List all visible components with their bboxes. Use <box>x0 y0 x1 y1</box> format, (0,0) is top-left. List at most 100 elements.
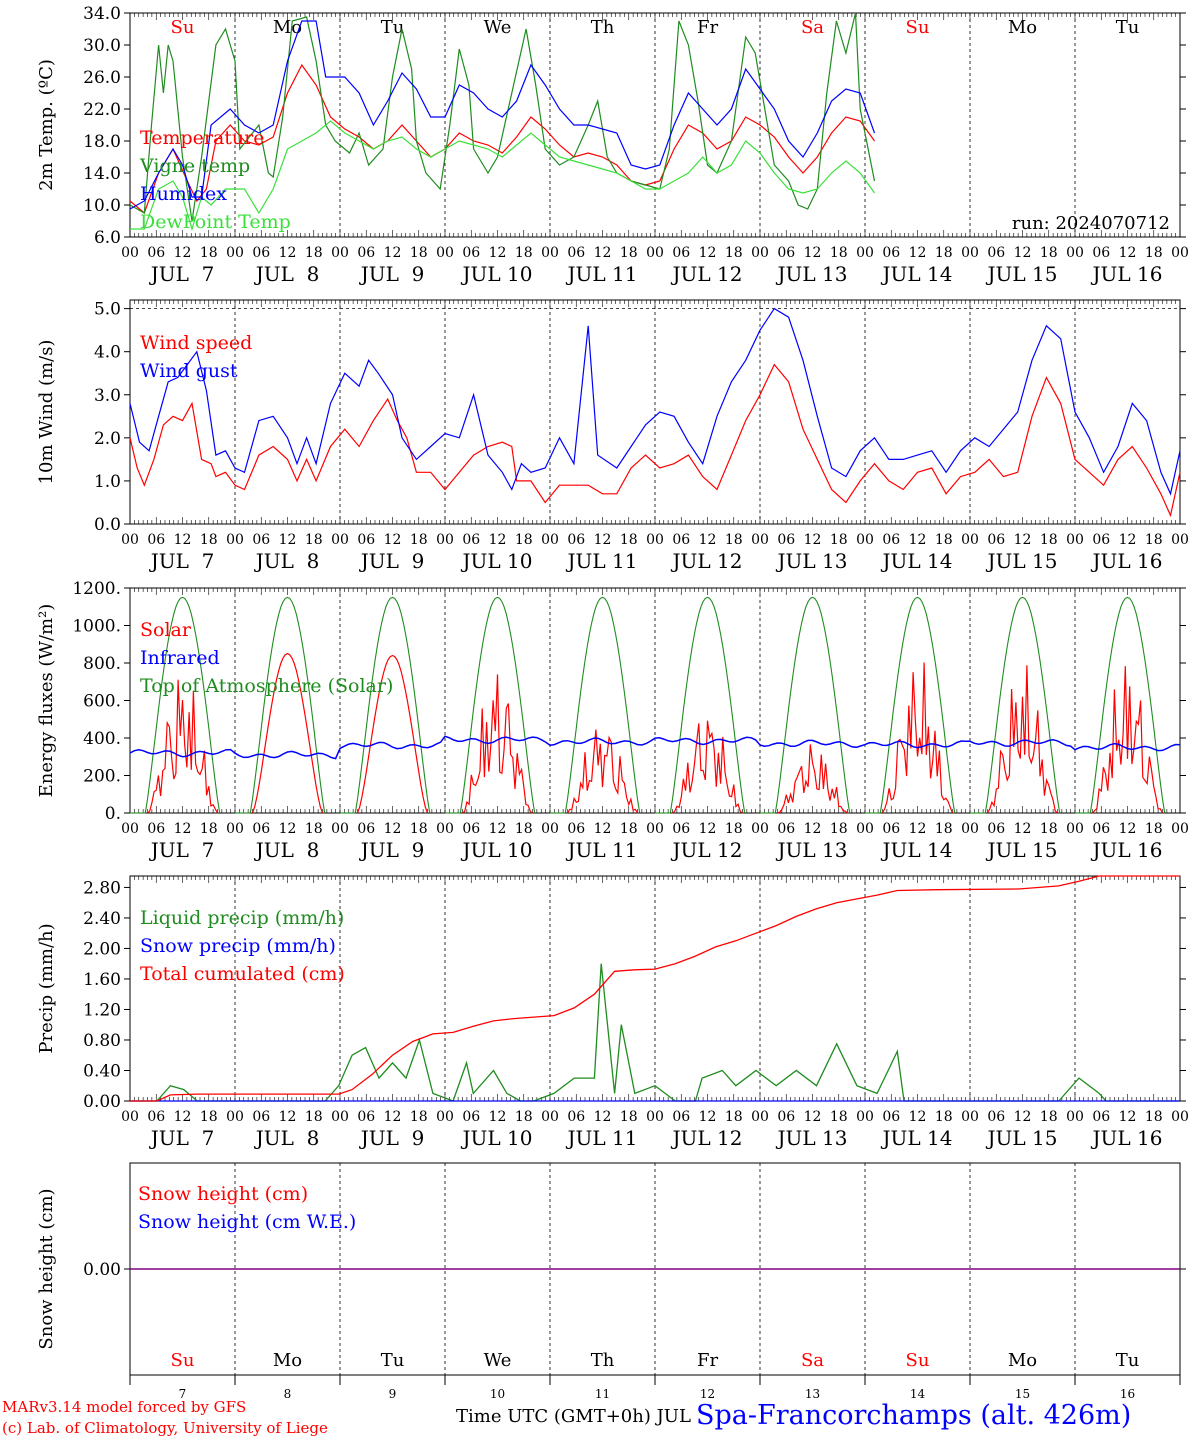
x-hour-label: 06 <box>1092 245 1110 261</box>
x-date-label: JUL 15 <box>986 1126 1058 1150</box>
x-hour-label: 12 <box>699 1109 717 1125</box>
day-abbr-label: Sa <box>801 17 824 38</box>
x-hour-label: 06 <box>672 1109 690 1125</box>
x-hour-label: 00 <box>226 821 244 837</box>
x-date-label: JUL 7 <box>149 549 215 573</box>
x-hour-label: 18 <box>410 821 428 837</box>
x-date-label: JUL 14 <box>881 262 953 286</box>
series-toa-solar <box>669 596 746 814</box>
x-hour-label: 12 <box>804 532 822 548</box>
legend-entry: Total cumulated (cm) <box>140 963 345 985</box>
x-date-label: JUL 12 <box>671 1126 743 1150</box>
x-hour-label: 18 <box>725 821 743 837</box>
x-hour-label: 06 <box>777 821 795 837</box>
day-number-label: 10 <box>490 1387 505 1401</box>
x-hour-label: 12 <box>489 245 507 261</box>
x-hour-label: 00 <box>1171 245 1189 261</box>
y-tick-label: 400. <box>83 729 121 749</box>
series-toa-solar <box>984 596 1061 814</box>
day-abbr-label: Mo <box>273 17 302 38</box>
x-hour-label: 06 <box>882 821 900 837</box>
x-hour-label: 00 <box>1066 532 1084 548</box>
x-hour-label: 12 <box>384 821 402 837</box>
x-hour-label: 00 <box>331 821 349 837</box>
x-date-label: JUL 16 <box>1091 549 1163 573</box>
x-hour-label: 12 <box>594 532 612 548</box>
series-solar <box>777 744 848 814</box>
series-toa-solar <box>879 596 956 814</box>
series-toa-solar <box>1089 596 1166 814</box>
x-date-label: JUL 11 <box>566 262 638 286</box>
series-solar <box>147 679 219 814</box>
x-hour-label: 00 <box>121 821 139 837</box>
y-tick-label: 3.0 <box>94 386 121 406</box>
y-tick-label: 10.0 <box>83 196 121 216</box>
day-number-label: 16 <box>1120 1387 1135 1401</box>
x-hour-label: 00 <box>751 245 769 261</box>
legend-entry: Solar <box>140 619 192 641</box>
x-hour-label: 00 <box>646 532 664 548</box>
x-hour-label: 12 <box>384 1109 402 1125</box>
x-hour-label: 12 <box>384 532 402 548</box>
day-number-label: 15 <box>1015 1387 1030 1401</box>
x-hour-label: 18 <box>305 532 323 548</box>
x-hour-label: 12 <box>699 532 717 548</box>
x-hour-label: 00 <box>646 245 664 261</box>
x-hour-label: 00 <box>331 1109 349 1125</box>
x-hour-label: 18 <box>305 1109 323 1125</box>
x-date-label: JUL 10 <box>461 838 533 862</box>
legend-entry: Snow precip (mm/h) <box>140 935 336 957</box>
x-hour-label: 06 <box>882 245 900 261</box>
x-date-label: JUL 15 <box>986 262 1058 286</box>
x-hour-label: 12 <box>174 821 192 837</box>
day-abbr-label: We <box>484 1350 512 1371</box>
legend-entry: Liquid precip (mm/h) <box>140 907 344 929</box>
x-date-label: JUL 11 <box>566 838 638 862</box>
x-hour-label: 06 <box>882 1109 900 1125</box>
x-hour-label: 12 <box>594 821 612 837</box>
x-hour-label: 06 <box>252 821 270 837</box>
x-hour-label: 12 <box>699 821 717 837</box>
x-date-label: JUL 13 <box>776 262 848 286</box>
x-hour-label: 00 <box>961 1109 979 1125</box>
panel-frame <box>129 299 1181 525</box>
x-hour-label: 00 <box>1066 821 1084 837</box>
x-hour-label: 18 <box>515 821 533 837</box>
x-date-label: JUL 14 <box>881 1126 953 1150</box>
series-toa-solar <box>249 596 326 814</box>
x-hour-label: 18 <box>620 821 638 837</box>
x-date-label: JUL 10 <box>461 262 533 286</box>
x-hour-label: 00 <box>1066 245 1084 261</box>
day-abbr-label: Su <box>171 17 195 38</box>
legend-entry: Humidex <box>140 183 227 205</box>
x-hour-label: 18 <box>1040 245 1058 261</box>
series-solar <box>356 654 429 814</box>
x-hour-label: 12 <box>174 532 192 548</box>
day-abbr-label: Tu <box>381 17 405 38</box>
x-date-label: JUL 13 <box>776 838 848 862</box>
x-hour-label: 18 <box>935 245 953 261</box>
y-tick-label: 14.0 <box>83 164 121 184</box>
y-tick-label: 0.40 <box>83 1061 121 1081</box>
x-hour-label: 12 <box>489 532 507 548</box>
y-tick-label: 200. <box>83 767 121 787</box>
x-hour-label: 00 <box>961 245 979 261</box>
y-axis-label: Energy fluxes (W/m²) <box>36 604 57 798</box>
x-hour-label: 06 <box>252 1109 270 1125</box>
series-wind-gust <box>129 307 1181 496</box>
y-tick-label: 0.0 <box>94 515 121 535</box>
day-abbr-label: Tu <box>381 1350 405 1371</box>
y-tick-label: 5.0 <box>94 300 121 320</box>
x-hour-label: 00 <box>1171 821 1189 837</box>
x-hour-label: 18 <box>830 245 848 261</box>
run-annotation: run: 2024070712 <box>1012 213 1170 234</box>
x-date-label: JUL 7 <box>149 838 215 862</box>
x-hour-label: 06 <box>462 245 480 261</box>
x-hour-label: 18 <box>410 1109 428 1125</box>
x-hour-label: 06 <box>252 245 270 261</box>
x-date-label: JUL 15 <box>986 549 1058 573</box>
x-hour-label: 00 <box>961 821 979 837</box>
x-hour-label: 12 <box>909 532 927 548</box>
x-hour-label: 18 <box>935 1109 953 1125</box>
day-abbr-label: We <box>484 17 512 38</box>
